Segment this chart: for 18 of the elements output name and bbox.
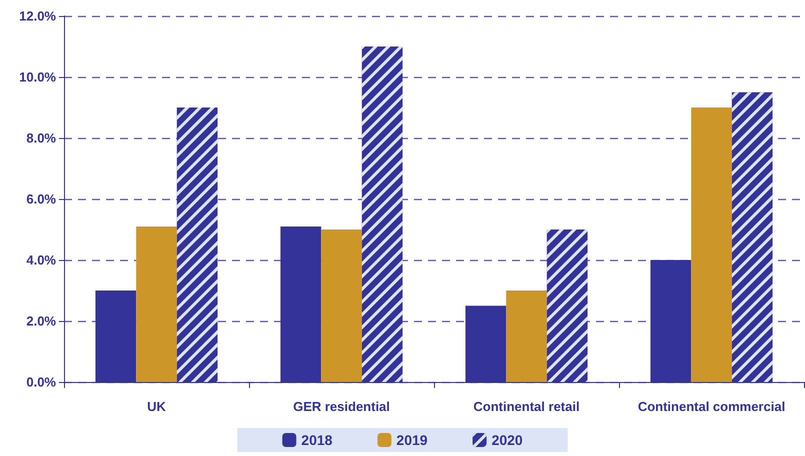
y-tick-label: 12.0% (19, 8, 56, 24)
y-tick-label: 8.0% (26, 130, 56, 146)
legend-label: 2018 (301, 432, 333, 448)
y-tick-label: 10.0% (19, 70, 56, 84)
legend-label: 2020 (492, 432, 523, 448)
bar (321, 230, 362, 382)
bar (136, 226, 177, 382)
bar (691, 108, 732, 382)
bar (506, 290, 547, 382)
y-tick-label: 6.0% (26, 192, 56, 206)
y-tick-label: 2.0% (26, 314, 56, 328)
legend-label: 2019 (396, 432, 428, 448)
x-tick-label: GER residential (293, 399, 390, 414)
x-tick-label: Continental retail (473, 399, 580, 414)
x-tick-label: Continental commercial (638, 399, 786, 414)
y-tick-label: 0.0% (26, 374, 56, 390)
y-tick-label: 4.0% (26, 252, 56, 268)
x-tick-label: UK (147, 399, 166, 414)
